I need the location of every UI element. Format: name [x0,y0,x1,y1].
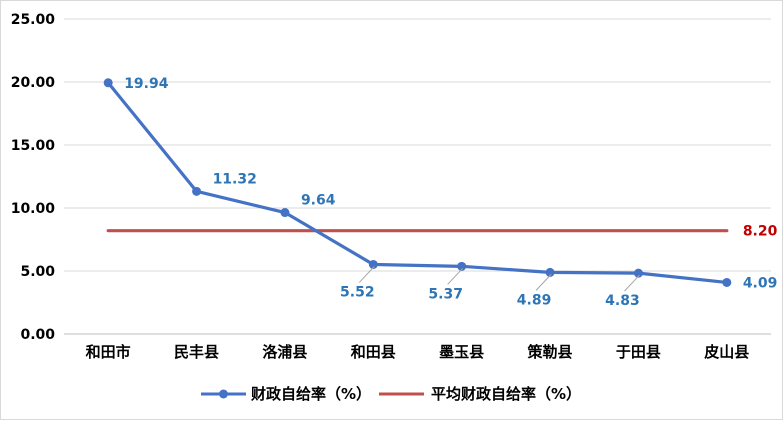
data-value-label: 4.09 [743,275,778,291]
x-tick-label: 民丰县 [174,343,219,361]
legend-item-main: 财政自给率（%） [201,385,371,403]
y-tick-label: 0.00 [20,327,55,343]
y-tick-label: 5.00 [20,264,55,280]
legend-label-average: 平均财政自给率（%） [431,385,581,403]
legend-item-average: 平均财政自给率（%） [379,385,581,403]
y-tick-label: 15.00 [11,138,56,154]
label-leader-line [447,267,464,285]
x-tick-label: 墨玉县 [439,343,484,361]
data-point [457,261,467,271]
x-tick-label: 皮山县 [704,343,749,361]
series-line [106,81,727,285]
x-tick-label: 洛浦县 [262,343,307,361]
data-value-label: 5.37 [428,286,463,302]
data-value-label: 19.94 [124,76,169,92]
data-point [545,267,555,277]
x-tick-label: 于田县 [616,343,661,361]
data-point [192,186,202,196]
data-value-label: 9.64 [301,193,336,209]
series [103,78,732,287]
legend-label-main: 财政自给率（%） [251,385,371,403]
axes: 0.00 5.00 10.00 15.00 20.00 25.00 和田市 民丰县 洛浦县 和田县… [11,12,771,361]
y-tick-label: 25.00 [11,12,56,28]
data-point [722,277,732,287]
data-point [368,259,378,269]
data-point [633,268,643,278]
legend-marker-main [219,389,228,399]
y-tick-label: 20.00 [11,75,56,91]
gridlines [64,18,771,335]
data-value-label: 4.83 [605,293,640,309]
average-value-label: 8.20 [743,224,778,240]
x-tick-label: 和田市 [86,343,131,361]
data-labels: 8.20 19.94 11.32 9.64 5.52 5.37 4.89 4.83 4.09 [124,76,777,309]
label-leader-line [535,274,552,291]
label-leader-line [624,274,640,292]
y-tick-label: 10.00 [11,201,56,217]
x-tick-label: 策勒县 [527,343,573,361]
data-value-label: 11.32 [213,171,257,187]
data-value-label: 5.52 [340,284,375,300]
data-point [280,208,290,218]
data-point [103,78,113,88]
x-tick-label: 和田县 [351,343,396,361]
legend: 财政自给率（%） 平均财政自给率（%） [201,385,581,403]
data-value-label: 4.89 [517,292,552,308]
label-leader-line [358,266,375,283]
